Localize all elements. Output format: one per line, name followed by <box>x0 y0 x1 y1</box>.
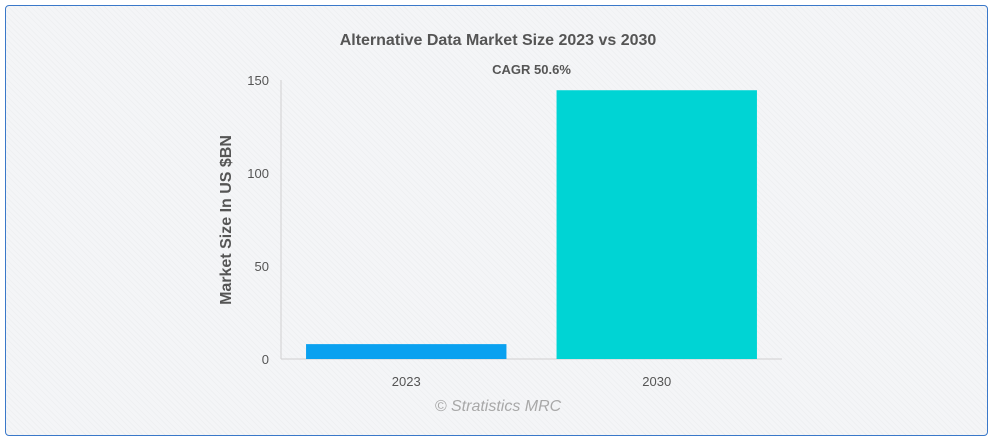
x-tick-group: 2023 2030 <box>392 374 671 389</box>
y-tick-label: 50 <box>255 259 269 274</box>
x-tick-label: 2023 <box>392 374 421 389</box>
chart-frame <box>5 5 988 436</box>
y-tick-label: 0 <box>262 352 269 367</box>
y-tick-label: 100 <box>247 166 269 181</box>
x-tick-label: 2030 <box>642 374 671 389</box>
chart-title: Alternative Data Market Size 2023 vs 203… <box>339 32 657 49</box>
watermark-text: © Stratistics MRC <box>434 398 562 415</box>
bar-2030 <box>556 90 757 359</box>
y-tick-label: 150 <box>247 73 269 88</box>
bar-group <box>306 90 757 359</box>
cagr-annotation: CAGR 50.6% <box>492 62 571 77</box>
y-tick-group: 0 50 100 150 <box>247 73 269 367</box>
bar-2023 <box>306 344 507 359</box>
